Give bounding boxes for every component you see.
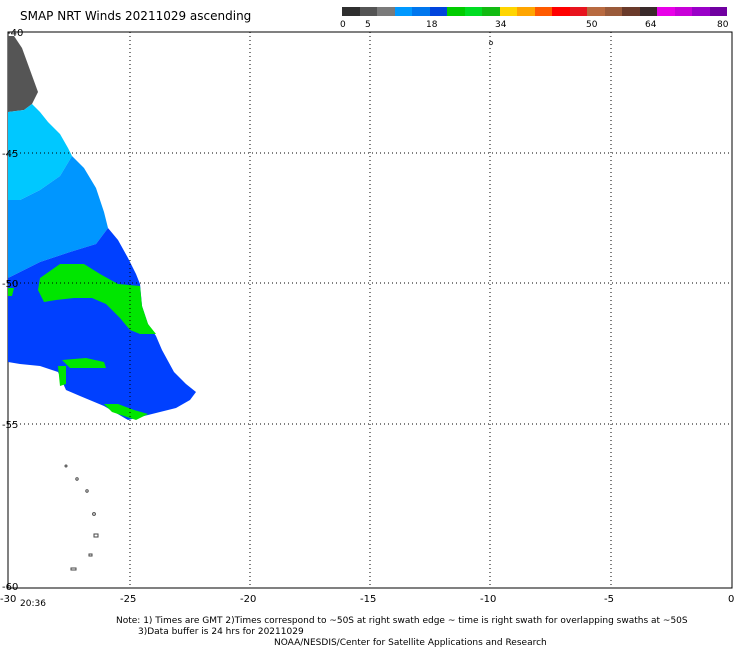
colorbar-segment [359, 7, 377, 16]
wind-speed-colorbar [342, 7, 727, 16]
note-line-2: 3)Data buffer is 24 hrs for 20211029 [138, 627, 304, 637]
colorbar-label-34: 34 [495, 20, 507, 30]
colorbar-label-18: 18 [426, 20, 438, 30]
colorbar-segment [604, 7, 622, 16]
wind-swath-light-blue [8, 156, 108, 278]
x-tick-label: -15 [360, 594, 376, 605]
colorbar-segment [639, 7, 657, 16]
colorbar-segment [534, 7, 552, 16]
colorbar-segment [394, 7, 412, 16]
wind-swath-green [38, 264, 156, 334]
land-region [8, 36, 38, 112]
lat-lon-grid [8, 32, 732, 588]
x-tick-label: -25 [120, 594, 136, 605]
note-line-3: NOAA/NESDIS/Center for Satellite Applica… [274, 638, 547, 648]
wind-swath-green-low-left [58, 366, 66, 386]
colorbar-label-64: 64 [645, 20, 657, 30]
colorbar-segment [517, 7, 535, 16]
colorbar-segment [412, 7, 430, 16]
x-tick-label: 0 [728, 594, 734, 605]
wind-swath-green-mid [62, 358, 106, 368]
island-markers [64, 40, 494, 571]
x-tick-label: -5 [604, 594, 614, 605]
colorbar-segment [657, 7, 675, 16]
y-tick-label: -55 [2, 420, 18, 431]
colorbar-segment [569, 7, 587, 16]
x-tick-label: -30 [0, 594, 16, 605]
colorbar-segment [342, 7, 360, 16]
colorbar-label-5: 5 [365, 20, 371, 30]
colorbar-segment [622, 7, 640, 16]
y-tick-label: -60 [2, 582, 18, 593]
x-tick-label: -20 [240, 594, 256, 605]
x-tick-label: -10 [480, 594, 496, 605]
colorbar-segment [447, 7, 465, 16]
swath-time-label: 20:36 [20, 599, 46, 609]
colorbar-segment [464, 7, 482, 16]
colorbar-segment [377, 7, 395, 16]
colorbar-segment [429, 7, 447, 16]
colorbar-segment [499, 7, 517, 16]
wind-swath-cyan [8, 104, 72, 200]
colorbar-segment [674, 7, 692, 16]
y-tick-label: -45 [2, 149, 18, 160]
map-title: SMAP NRT Winds 20211029 ascending [20, 9, 252, 23]
note-line-1: Note: 1) Times are GMT 2)Times correspon… [116, 616, 688, 626]
colorbar-segment [482, 7, 500, 16]
colorbar-label-80: 80 [717, 20, 729, 30]
colorbar-segment [587, 7, 605, 16]
wind-swath-green-left [8, 288, 14, 296]
colorbar-segment [692, 7, 710, 16]
colorbar-label-0: 0 [340, 20, 346, 30]
y-tick-label: -40 [7, 28, 23, 39]
colorbar-segment [709, 7, 727, 16]
colorbar-label-50: 50 [586, 20, 598, 30]
y-tick-label: -50 [2, 279, 18, 290]
colorbar-segment [552, 7, 570, 16]
wind-swath-green-bottom [104, 404, 148, 420]
